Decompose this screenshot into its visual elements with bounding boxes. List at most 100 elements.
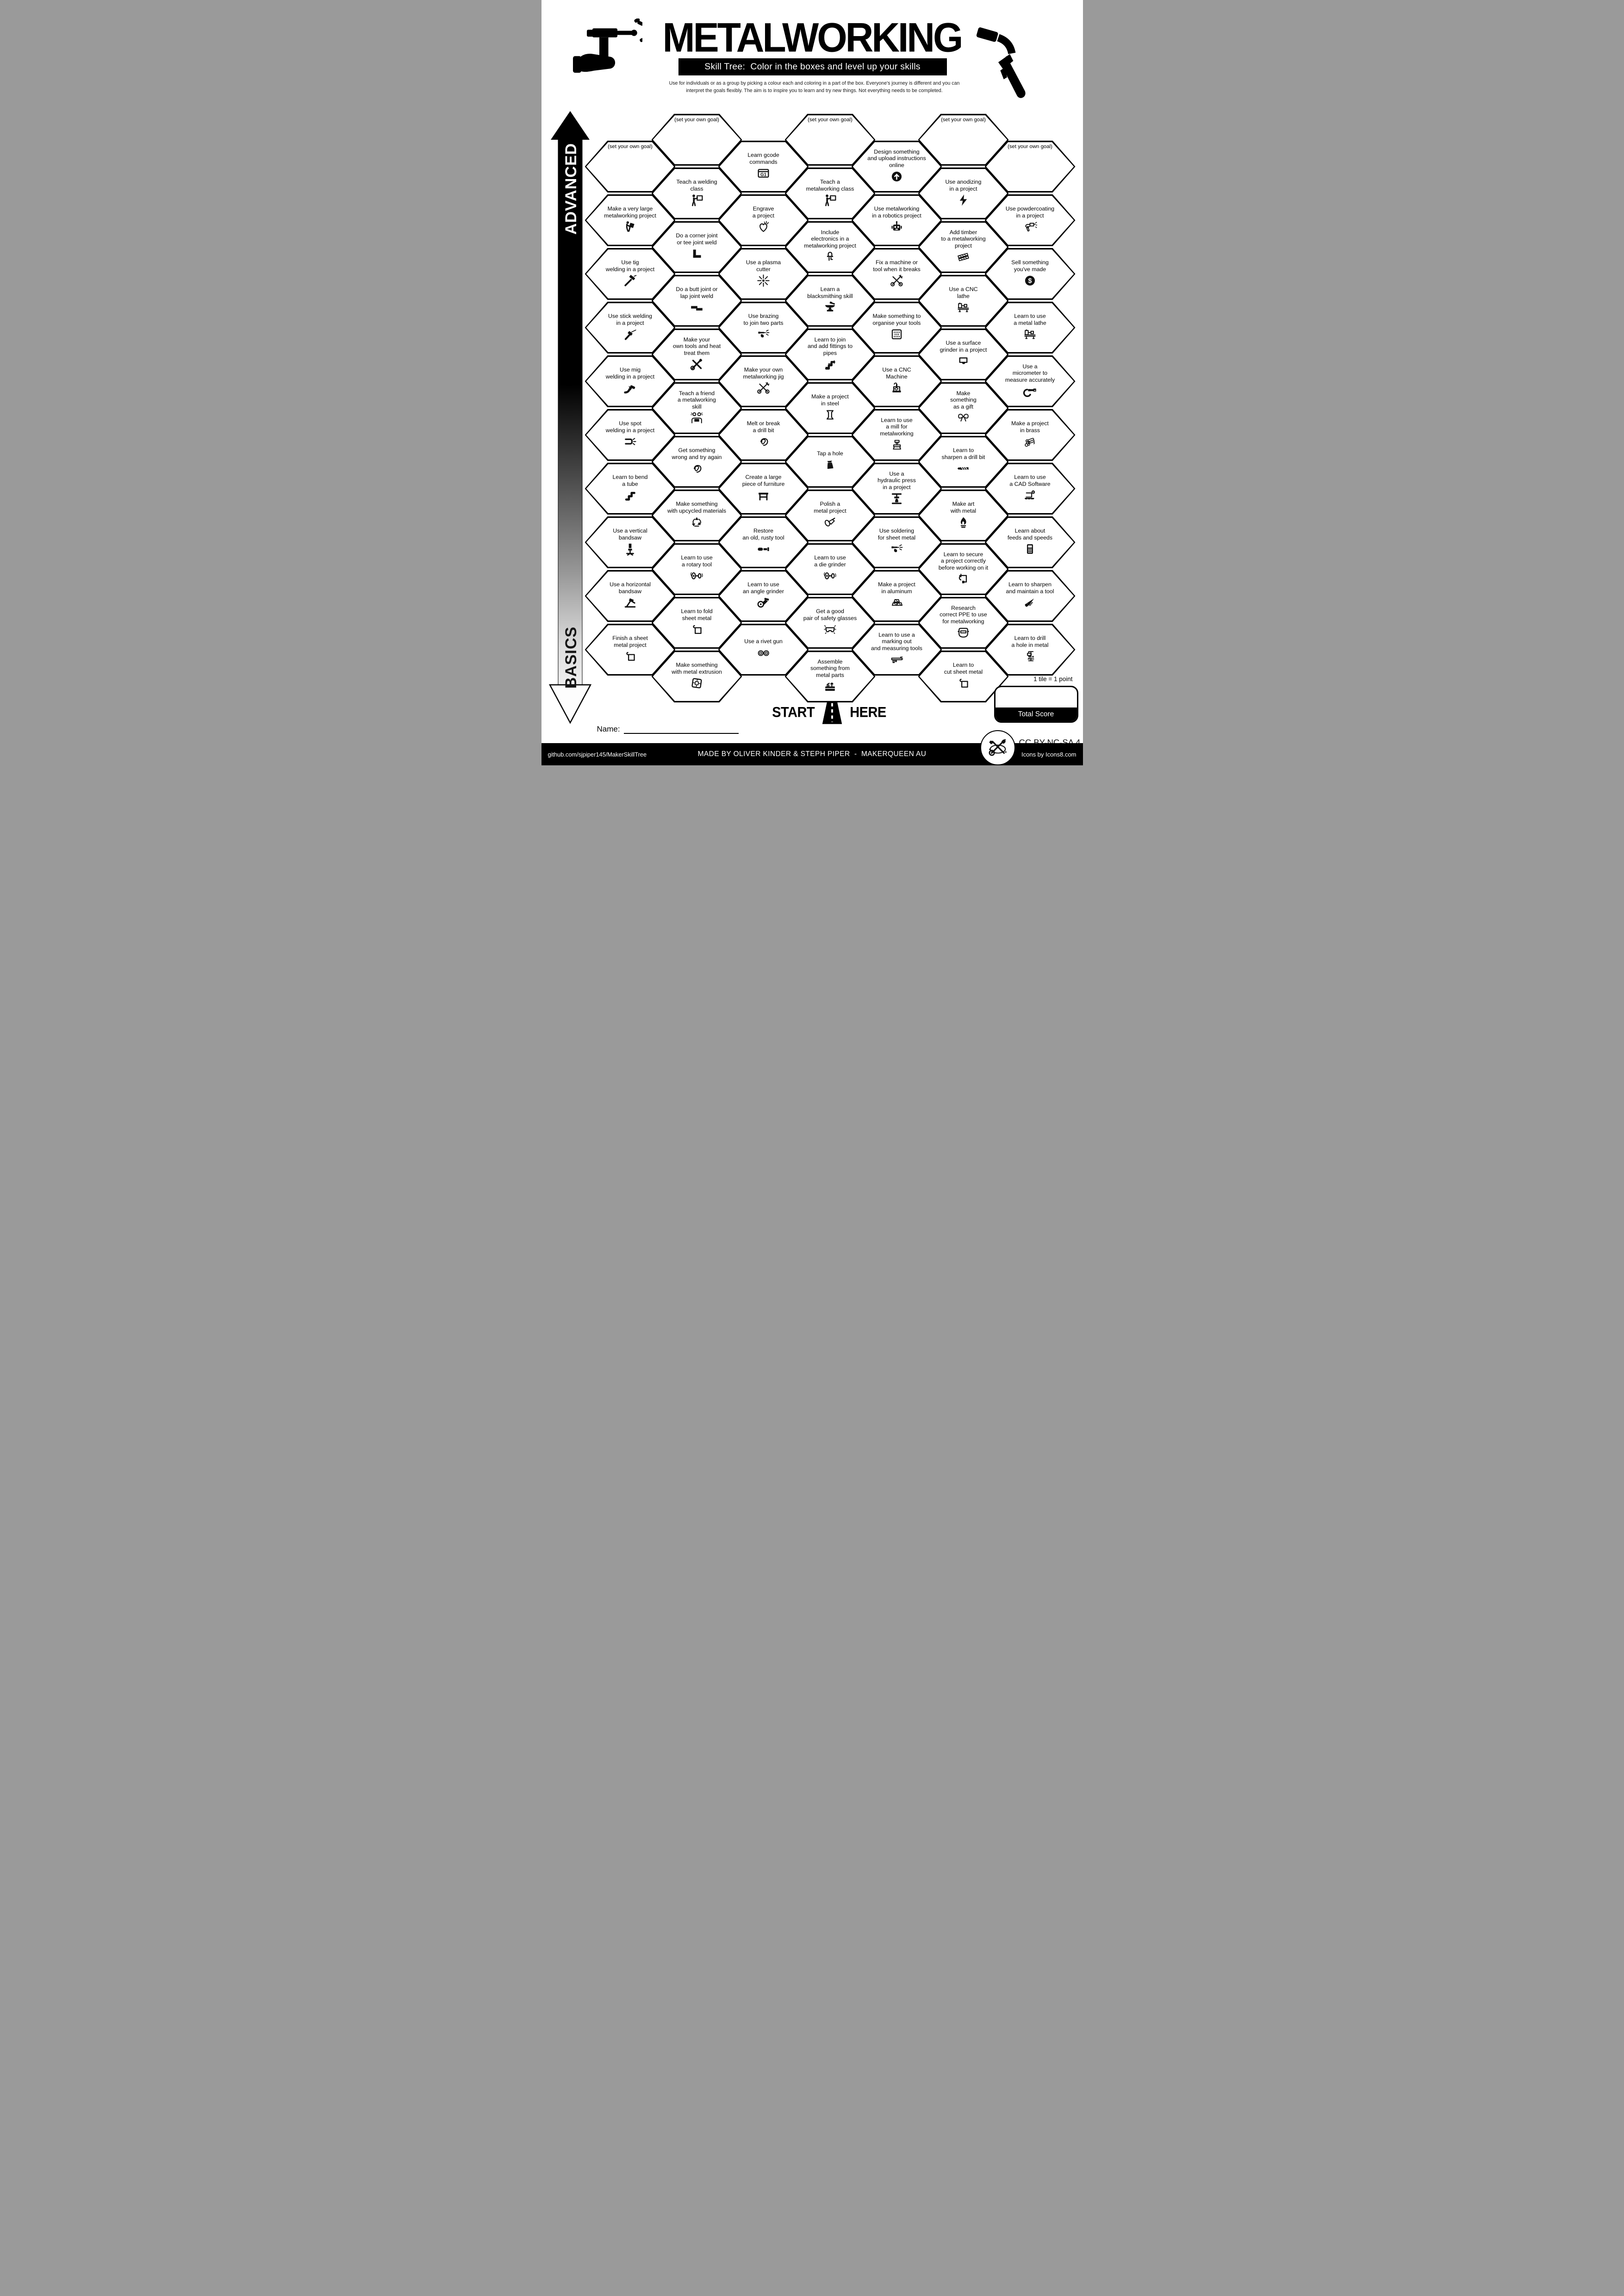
hex-label: Use anodizing in a project bbox=[945, 179, 982, 192]
hydraulic-press-icon bbox=[890, 491, 904, 507]
hex-c2-r7[interactable]: Restore an old, rusty tool bbox=[718, 516, 809, 568]
hex-c6-r5[interactable]: Make a project in brass bbox=[984, 409, 1076, 461]
plasma-spark-icon bbox=[756, 273, 771, 289]
extrusion-icon bbox=[690, 676, 704, 691]
rusty-tool-icon bbox=[756, 541, 771, 557]
hex-c5-r0[interactable]: (set your own goal) bbox=[918, 114, 1009, 166]
hex-c3-r10[interactable]: Assemble something from metal parts bbox=[784, 651, 876, 702]
hex-c0-r5[interactable]: Use spot welding in a project bbox=[585, 409, 676, 461]
metal-flame-icon bbox=[956, 515, 971, 530]
hex-label: Learn to use a CAD Software bbox=[1009, 474, 1051, 487]
hex-c6-r0[interactable]: (set your own goal) bbox=[984, 141, 1076, 192]
sheet-metal-icon bbox=[956, 676, 971, 691]
hex-content: Learn to secure a project correctly befo… bbox=[930, 545, 997, 593]
hex-content: Learn to drill a hole in metal bbox=[997, 626, 1064, 674]
total-score-box[interactable]: Total Score bbox=[994, 686, 1078, 723]
hex-content: Teach a metalworking class bbox=[797, 169, 864, 217]
hex-c0-r7[interactable]: Use a vertical bandsaw bbox=[585, 516, 676, 568]
hex-content: Use spot welding in a project bbox=[597, 411, 664, 459]
carry-person-icon bbox=[623, 219, 637, 235]
hex-label: Use brazing to join two parts bbox=[743, 313, 784, 326]
hex-content: Get a good pair of safety glasses bbox=[797, 599, 864, 647]
hex-c1-r3[interactable]: Do a butt joint or lap joint weld bbox=[651, 275, 742, 327]
maker-tools-logo bbox=[980, 730, 1015, 765]
hex-content: (set your own goal) bbox=[930, 116, 997, 164]
sheet-metal-icon bbox=[690, 622, 704, 638]
hex-c3-r9[interactable]: Get a good pair of safety glasses bbox=[784, 597, 876, 649]
corner-joint-icon bbox=[690, 246, 704, 262]
hex-c0-r2[interactable]: Use tig welding in a project bbox=[585, 248, 676, 300]
hex-content: Teach a friend a metalworking skill bbox=[664, 384, 730, 432]
hex-content: Use a CNC Machine bbox=[864, 357, 930, 405]
hex-c0-r9[interactable]: Finish a sheet metal project bbox=[585, 624, 676, 676]
crossed-tools-icon bbox=[989, 739, 1007, 756]
hex-content: Make your own tools and heat treat them bbox=[664, 330, 730, 379]
svg-text:G1: G1 bbox=[760, 173, 767, 178]
hex-content: Melt or break a drill bit bbox=[730, 411, 797, 459]
hex-content: Learn to cut sheet metal bbox=[930, 652, 997, 701]
hex-c5-r3[interactable]: Use a CNC lathe bbox=[918, 275, 1009, 327]
hand-torch-icon bbox=[572, 18, 646, 94]
hex-content: Add timber to a metalworking project bbox=[930, 223, 997, 271]
start-label: START bbox=[772, 704, 815, 720]
hex-label: Include electronics in a metalworking pr… bbox=[804, 229, 856, 249]
hex-c1-r6[interactable]: Get something wrong and try again bbox=[651, 436, 742, 488]
hex-content: Make your own metalworking jig bbox=[730, 357, 797, 405]
hex-label: Make something as a gift bbox=[950, 390, 977, 410]
rotary-tool-icon bbox=[690, 568, 704, 584]
hex-content: (set your own goal) bbox=[664, 116, 730, 164]
hex-label: Make art with metal bbox=[950, 501, 977, 514]
hex-content: Make something with metal extrusion bbox=[664, 652, 730, 701]
hex-c3-r3[interactable]: Learn a blacksmithing skill bbox=[784, 275, 876, 327]
hex-content: Use metalworking in a robotics project bbox=[864, 196, 930, 244]
tig-torch-icon bbox=[623, 273, 637, 289]
hex-fill bbox=[986, 410, 1074, 459]
hex-c0-r8[interactable]: Use a horizontal bandsaw bbox=[585, 570, 676, 622]
hex-c6-r9[interactable]: Learn to drill a hole in metal bbox=[984, 624, 1076, 676]
hex-fill bbox=[986, 464, 1074, 513]
spray-gun-icon bbox=[1023, 219, 1037, 235]
crossed-tools-icon bbox=[690, 357, 704, 372]
hex-label: Learn to join and add fittings to pipes bbox=[807, 336, 853, 356]
angle-grinder-icon bbox=[756, 595, 771, 611]
hex-content: Use a plasma cutter bbox=[730, 250, 797, 298]
hex-c6-r6[interactable]: Learn to use a CAD Software bbox=[984, 463, 1076, 515]
hex-content: Use soldering for sheet metal bbox=[864, 518, 930, 566]
hex-content: Learn a blacksmithing skill bbox=[797, 277, 864, 325]
mig-torch-icon bbox=[976, 24, 1044, 104]
hex-c2-r2[interactable]: Use a plasma cutter bbox=[718, 248, 809, 300]
hex-label: Create a large piece of furniture bbox=[742, 474, 785, 487]
hex-content: Use anodizing in a project bbox=[930, 169, 997, 217]
surface-grinder-icon bbox=[956, 354, 971, 369]
name-input-line[interactable] bbox=[623, 724, 739, 734]
hex-content: Make a project in brass bbox=[997, 411, 1064, 459]
pipe-fittings-icon bbox=[823, 357, 837, 372]
hex-c5-r5[interactable]: Make something as a gift bbox=[918, 382, 1009, 434]
hex-c3-r0[interactable]: (set your own goal) bbox=[784, 114, 876, 166]
hex-content: Finish a sheet metal project bbox=[597, 626, 664, 674]
dollar-icon: $ bbox=[1023, 273, 1037, 289]
hex-c1-r10[interactable]: Make something with metal extrusion bbox=[651, 651, 742, 702]
hex-c2-r1[interactable]: Engrave a project bbox=[718, 194, 809, 246]
hex-c1-r2[interactable]: Do a corner joint or tee joint weld bbox=[651, 221, 742, 273]
hex-label: Add timber to a metalworking project bbox=[941, 229, 986, 249]
here-label: HERE bbox=[850, 704, 886, 720]
hex-c6-r8[interactable]: Learn to sharpen and maintain a tool bbox=[984, 570, 1076, 622]
spot-weld-icon bbox=[623, 434, 637, 450]
hex-content: Learn to sharpen and maintain a tool bbox=[997, 572, 1064, 620]
hex-c6-r1[interactable]: Use powdercoating in a project bbox=[984, 194, 1076, 246]
hex-c6-r2[interactable]: Sell something you've made $ bbox=[984, 248, 1076, 300]
handsaw-icon bbox=[1023, 595, 1037, 611]
hex-label: Learn a blacksmithing skill bbox=[807, 286, 853, 299]
hex-label: Learn to drill a hole in metal bbox=[1011, 635, 1049, 648]
hex-fill bbox=[986, 303, 1074, 352]
hex-label: Sell something you've made bbox=[1011, 259, 1049, 273]
mill-icon bbox=[890, 437, 904, 453]
hex-label: Learn to use a mill for metalworking bbox=[880, 417, 914, 437]
hex-c2-r4[interactable]: Make your own metalworking jig bbox=[718, 355, 809, 407]
hex-c6-r4[interactable]: Use a micrometer to measure accurately bbox=[984, 355, 1076, 407]
hex-c6-r3[interactable]: Learn to use a metal lathe bbox=[984, 302, 1076, 354]
hex-label: Use a CNC Machine bbox=[882, 366, 911, 380]
hex-c5-r1[interactable]: Use anodizing in a project bbox=[918, 168, 1009, 219]
hex-c6-r7[interactable]: Learn about feeds and speeds bbox=[984, 516, 1076, 568]
